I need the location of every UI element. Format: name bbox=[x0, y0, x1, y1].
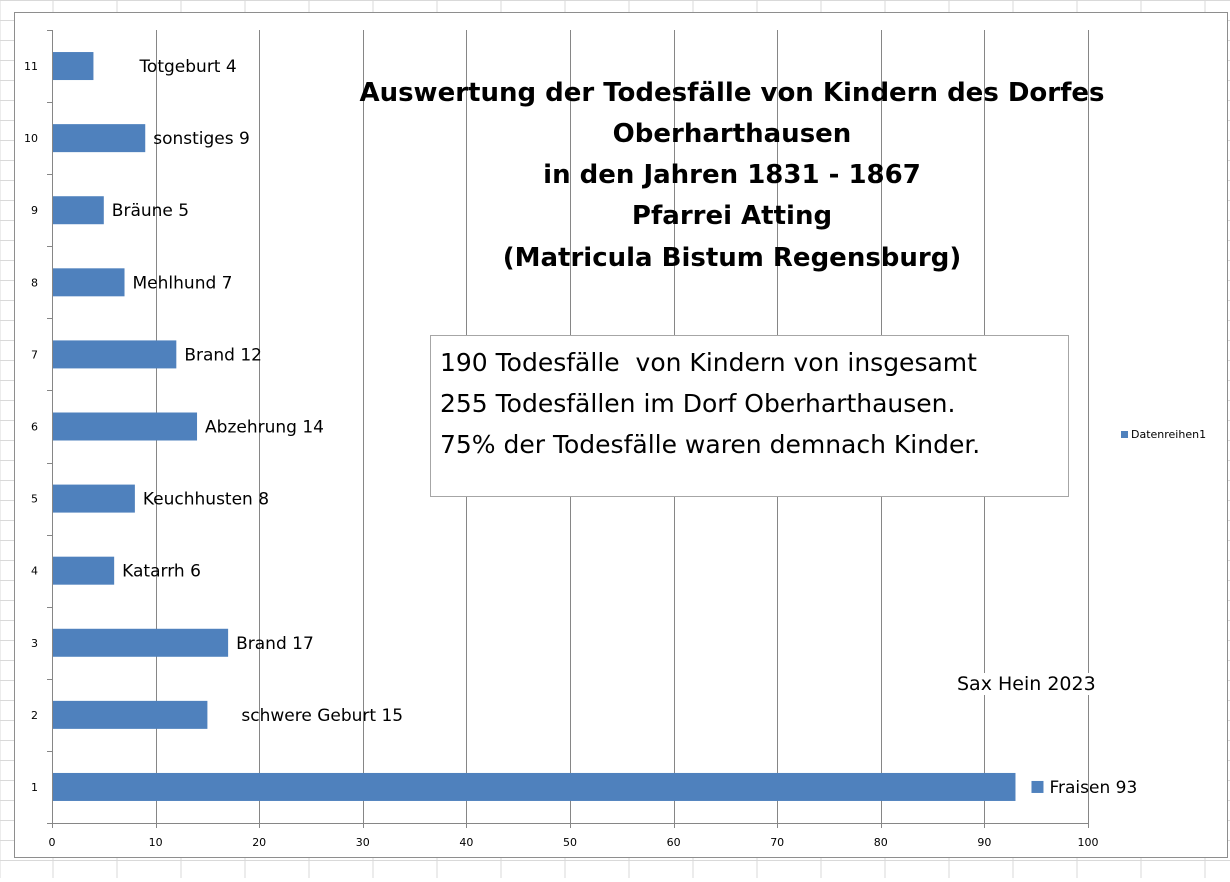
data-label: Mehlhund 7 bbox=[133, 273, 233, 293]
y-tick-label: 9 bbox=[31, 204, 38, 217]
y-tick-label: 2 bbox=[31, 709, 38, 722]
x-tick-label: 10 bbox=[149, 836, 163, 849]
chart-title-line-5: (Matricula Bistum Regensburg) bbox=[502, 243, 962, 273]
y-tick-label: 6 bbox=[31, 421, 38, 434]
x-tick-label: 50 bbox=[563, 836, 577, 849]
bar[interactable] bbox=[53, 700, 208, 729]
bar[interactable] bbox=[53, 484, 135, 513]
bar[interactable] bbox=[53, 196, 104, 225]
bar[interactable] bbox=[53, 772, 1016, 801]
annotation-line-2: 255 Todesfällen im Dorf Oberharthausen. bbox=[440, 389, 956, 418]
x-tick-label: 100 bbox=[1078, 836, 1099, 849]
legend-entry-label: Datenreihen1 bbox=[1131, 428, 1207, 441]
y-tick-label: 3 bbox=[31, 637, 38, 650]
x-tick-label: 20 bbox=[252, 836, 266, 849]
chart-legend[interactable]: Datenreihen1 bbox=[1121, 428, 1206, 441]
x-tick-label: 40 bbox=[459, 836, 473, 849]
data-label: schwere Geburt 15 bbox=[241, 706, 403, 726]
data-label-key-icon bbox=[1031, 780, 1044, 793]
chart-title-line-4: Pfarrei Atting bbox=[631, 201, 833, 231]
x-tick-label: 80 bbox=[874, 836, 888, 849]
annotation-line-3: 75% der Todesfälle waren demnach Kinder. bbox=[440, 430, 981, 459]
bar[interactable] bbox=[53, 556, 115, 585]
y-tick-label: 7 bbox=[31, 348, 38, 361]
y-tick-label: 4 bbox=[31, 565, 38, 578]
data-label: Fraisen 93 bbox=[1049, 778, 1137, 798]
y-tick-label: 1 bbox=[31, 781, 38, 794]
data-label: Brand 12 bbox=[184, 345, 262, 365]
y-tick-label: 10 bbox=[24, 132, 38, 145]
chart-title-line-2: Oberharthausen bbox=[612, 119, 852, 149]
x-tick-label: 70 bbox=[770, 836, 784, 849]
chart-title-line-3: in den Jahren 1831 - 1867 bbox=[543, 160, 921, 190]
bar[interactable] bbox=[53, 124, 146, 153]
bar[interactable] bbox=[53, 268, 125, 297]
y-tick-label: 5 bbox=[31, 493, 38, 506]
x-tick-label: 60 bbox=[667, 836, 681, 849]
data-label: Keuchhusten 8 bbox=[143, 490, 269, 510]
bar[interactable] bbox=[53, 52, 94, 81]
y-tick-label: 8 bbox=[31, 276, 38, 289]
chart-title-line-1: Auswertung der Todesfälle von Kindern de… bbox=[359, 78, 1105, 108]
data-label: sonstiges 9 bbox=[153, 129, 250, 149]
data-label: Totgeburt 4 bbox=[138, 57, 236, 77]
credit-text[interactable]: Sax Hein 2023 bbox=[955, 673, 1098, 695]
bar[interactable] bbox=[53, 412, 198, 441]
x-tick-label: 90 bbox=[977, 836, 991, 849]
data-label: Brand 17 bbox=[236, 634, 314, 654]
y-tick-label: 11 bbox=[24, 60, 38, 73]
data-label: Bräune 5 bbox=[112, 201, 189, 221]
x-tick-label: 0 bbox=[49, 836, 56, 849]
bar[interactable] bbox=[53, 340, 177, 369]
data-label: Abzehrung 14 bbox=[205, 418, 324, 438]
legend-swatch-icon bbox=[1121, 431, 1128, 438]
data-label: Katarrh 6 bbox=[122, 562, 201, 582]
annotation-text-box[interactable]: 190 Todesfälle von Kindern von insgesamt… bbox=[430, 335, 1069, 497]
bar[interactable] bbox=[53, 628, 229, 657]
x-tick-label: 30 bbox=[356, 836, 370, 849]
annotation-line-1: 190 Todesfälle von Kindern von insgesamt bbox=[440, 348, 977, 377]
